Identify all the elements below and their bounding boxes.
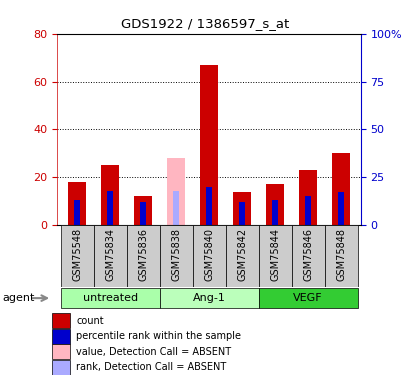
- Bar: [324, 225, 357, 287]
- Bar: [298, 170, 316, 225]
- Text: value, Detection Call = ABSENT: value, Detection Call = ABSENT: [76, 347, 231, 357]
- Bar: [61, 288, 159, 308]
- Bar: [304, 196, 310, 225]
- Text: agent: agent: [2, 292, 34, 303]
- Bar: [272, 200, 277, 225]
- Text: GSM75842: GSM75842: [236, 228, 247, 281]
- Bar: [134, 196, 152, 225]
- Bar: [265, 184, 283, 225]
- Bar: [93, 225, 126, 287]
- Bar: [52, 329, 70, 344]
- Text: GSM75834: GSM75834: [105, 228, 115, 281]
- Bar: [337, 192, 343, 225]
- Bar: [331, 153, 349, 225]
- Bar: [101, 165, 119, 225]
- Bar: [159, 225, 192, 287]
- Bar: [159, 288, 258, 308]
- Bar: [166, 158, 185, 225]
- Bar: [126, 225, 159, 287]
- Bar: [200, 65, 218, 225]
- Bar: [238, 202, 245, 225]
- Bar: [291, 225, 324, 287]
- Text: GSM75836: GSM75836: [138, 228, 148, 281]
- Bar: [52, 344, 70, 359]
- Bar: [225, 225, 258, 287]
- Bar: [192, 225, 225, 287]
- Text: GSM75838: GSM75838: [171, 228, 181, 281]
- Bar: [173, 190, 179, 225]
- Text: rank, Detection Call = ABSENT: rank, Detection Call = ABSENT: [76, 362, 226, 372]
- Text: GSM75844: GSM75844: [270, 228, 279, 281]
- Bar: [68, 182, 86, 225]
- Text: Ang-1: Ang-1: [192, 292, 225, 303]
- Text: VEGF: VEGF: [292, 292, 322, 303]
- Bar: [107, 190, 113, 225]
- Text: untreated: untreated: [82, 292, 137, 303]
- Text: GSM75840: GSM75840: [204, 228, 213, 281]
- Text: percentile rank within the sample: percentile rank within the sample: [76, 332, 241, 341]
- Bar: [52, 360, 70, 375]
- Bar: [258, 225, 291, 287]
- Bar: [206, 187, 211, 225]
- Text: GSM75848: GSM75848: [335, 228, 345, 281]
- Bar: [232, 192, 251, 225]
- Text: GSM75548: GSM75548: [72, 228, 82, 281]
- Bar: [52, 314, 70, 328]
- Text: count: count: [76, 316, 104, 326]
- Text: GDS1922 / 1386597_s_at: GDS1922 / 1386597_s_at: [121, 17, 288, 30]
- Bar: [74, 200, 80, 225]
- Text: GSM75846: GSM75846: [302, 228, 312, 281]
- Bar: [258, 288, 357, 308]
- Bar: [61, 225, 93, 287]
- Bar: [140, 202, 146, 225]
